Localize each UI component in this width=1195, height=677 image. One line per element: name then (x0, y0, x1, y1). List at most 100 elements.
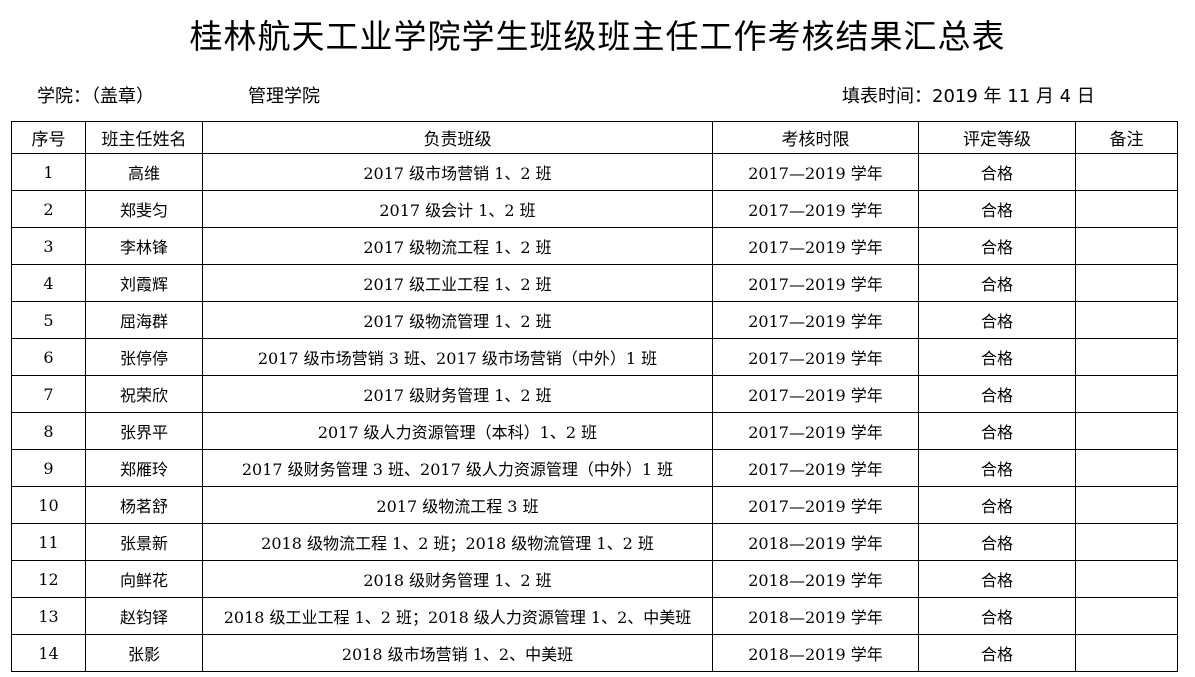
teacher-name: 屈海群 (85, 301, 203, 339)
classes: 2017 级财务管理 3 班、2017 级人力资源管理（中外）1 班 (202, 449, 713, 487)
table-row: 7 祝荣欣 2017 级财务管理 1、2 班 2017—2019 学年 合格 (11, 375, 1178, 413)
row-index: 5 (11, 301, 86, 339)
classes: 2017 级物流工程 3 班 (202, 486, 713, 524)
period: 2018—2019 学年 (712, 634, 919, 672)
grade: 合格 (918, 153, 1076, 191)
remarks (1075, 449, 1178, 487)
period: 2017—2019 学年 (712, 190, 919, 228)
grade: 合格 (918, 523, 1076, 561)
period: 2017—2019 学年 (712, 301, 919, 339)
table-row: 8 张界平 2017 级人力资源管理（本科）1、2 班 2017—2019 学年 合格 (11, 412, 1178, 450)
teacher-name: 李林锋 (85, 227, 203, 265)
row-index: 11 (11, 523, 86, 561)
row-index: 3 (11, 227, 86, 265)
grade: 合格 (918, 412, 1076, 450)
header-grade: 评定等级 (918, 121, 1076, 154)
classes: 2017 级市场营销 1、2 班 (202, 153, 713, 191)
grade: 合格 (918, 375, 1076, 413)
college-name: 管理学院 (248, 86, 320, 107)
grade: 合格 (918, 264, 1076, 302)
teacher-name: 张停停 (85, 338, 203, 376)
grade: 合格 (918, 338, 1076, 376)
classes: 2018 级市场营销 1、2、中美班 (202, 634, 713, 672)
table-row: 3 李林锋 2017 级物流工程 1、2 班 2017—2019 学年 合格 (11, 227, 1178, 265)
remarks (1075, 523, 1178, 561)
row-index: 10 (11, 486, 86, 524)
row-index: 12 (11, 560, 86, 598)
row-index: 6 (11, 338, 86, 376)
page-title: 桂林航天工业学院学生班级班主任工作考核结果汇总表 (189, 17, 1006, 56)
table-row: 12 向鲜花 2018 级财务管理 1、2 班 2018—2019 学年 合格 (11, 560, 1178, 598)
table-row: 5 屈海群 2017 级物流管理 1、2 班 2017—2019 学年 合格 (11, 301, 1178, 339)
remarks (1075, 301, 1178, 339)
table-row: 2 郑斐匀 2017 级会计 1、2 班 2017—2019 学年 合格 (11, 190, 1178, 228)
table-row: 4 刘霞辉 2017 级工业工程 1、2 班 2017—2019 学年 合格 (11, 264, 1178, 302)
period: 2017—2019 学年 (712, 486, 919, 524)
grade: 合格 (918, 301, 1076, 339)
teacher-name: 张景新 (85, 523, 203, 561)
teacher-name: 祝荣欣 (85, 375, 203, 413)
grade: 合格 (918, 449, 1076, 487)
period: 2017—2019 学年 (712, 412, 919, 450)
teacher-name: 赵钧铎 (85, 597, 203, 635)
period: 2018—2019 学年 (712, 560, 919, 598)
teacher-name: 郑雁玲 (85, 449, 203, 487)
teacher-name: 杨茗舒 (85, 486, 203, 524)
grade: 合格 (918, 190, 1076, 228)
classes: 2017 级人力资源管理（本科）1、2 班 (202, 412, 713, 450)
classes: 2018 级工业工程 1、2 班；2018 级人力资源管理 1、2、中美班 (202, 597, 713, 635)
period: 2018—2019 学年 (712, 523, 919, 561)
period: 2017—2019 学年 (712, 375, 919, 413)
period: 2018—2019 学年 (712, 597, 919, 635)
remarks (1075, 338, 1178, 376)
summary-table: 序号 班主任姓名 负责班级 考核时限 评定等级 备注 1 高维 2017 级市场营销 1、2 … (11, 121, 1178, 672)
teacher-name: 刘霞辉 (85, 264, 203, 302)
teacher-name: 高维 (85, 153, 203, 191)
classes: 2018 级财务管理 1、2 班 (202, 560, 713, 598)
row-index: 4 (11, 264, 86, 302)
college-label: 学院：（盖章） (37, 86, 154, 107)
row-index: 1 (11, 153, 86, 191)
teacher-name: 张影 (85, 634, 203, 672)
period: 2017—2019 学年 (712, 338, 919, 376)
teacher-name: 郑斐匀 (85, 190, 203, 228)
remarks (1075, 597, 1178, 635)
table-row: 9 郑雁玲 2017 级财务管理 3 班、2017 级人力资源管理（中外）1 班 20… (11, 449, 1178, 487)
period: 2017—2019 学年 (712, 264, 919, 302)
row-index: 14 (11, 634, 86, 672)
remarks (1075, 412, 1178, 450)
classes: 2017 级工业工程 1、2 班 (202, 264, 713, 302)
table-row: 13 赵钧铎 2018 级工业工程 1、2 班；2018 级人力资源管理 1、2、中… (11, 597, 1178, 635)
grade: 合格 (918, 486, 1076, 524)
grade: 合格 (918, 597, 1076, 635)
remarks (1075, 264, 1178, 302)
classes: 2017 级物流工程 1、2 班 (202, 227, 713, 265)
grade: 合格 (918, 227, 1076, 265)
table-row: 1 高维 2017 级市场营销 1、2 班 2017—2019 学年 合格 (11, 153, 1178, 191)
remarks (1075, 190, 1178, 228)
classes: 2017 级市场营销 3 班、2017 级市场营销（中外）1 班 (202, 338, 713, 376)
classes: 2018 级物流工程 1、2 班；2018 级物流管理 1、2 班 (202, 523, 713, 561)
header-period: 考核时限 (712, 121, 919, 154)
header-classes: 负责班级 (202, 121, 713, 154)
remarks (1075, 153, 1178, 191)
period: 2017—2019 学年 (712, 153, 919, 191)
teacher-name: 张界平 (85, 412, 203, 450)
remarks (1075, 634, 1178, 672)
header-teacher-name: 班主任姓名 (85, 121, 203, 154)
remarks (1075, 486, 1178, 524)
fill-date: 填表时间：2019 年 11 月 4 日 (842, 86, 1095, 107)
classes: 2017 级物流管理 1、2 班 (202, 301, 713, 339)
period: 2017—2019 学年 (712, 449, 919, 487)
classes: 2017 级财务管理 1、2 班 (202, 375, 713, 413)
row-index: 9 (11, 449, 86, 487)
row-index: 7 (11, 375, 86, 413)
teacher-name: 向鲜花 (85, 560, 203, 598)
remarks (1075, 227, 1178, 265)
table-row: 10 杨茗舒 2017 级物流工程 3 班 2017—2019 学年 合格 (11, 486, 1178, 524)
header-index: 序号 (11, 121, 86, 154)
grade: 合格 (918, 634, 1076, 672)
header-remarks: 备注 (1075, 121, 1178, 154)
table-row: 14 张影 2018 级市场营销 1、2、中美班 2018—2019 学年 合格 (11, 634, 1178, 672)
remarks (1075, 375, 1178, 413)
